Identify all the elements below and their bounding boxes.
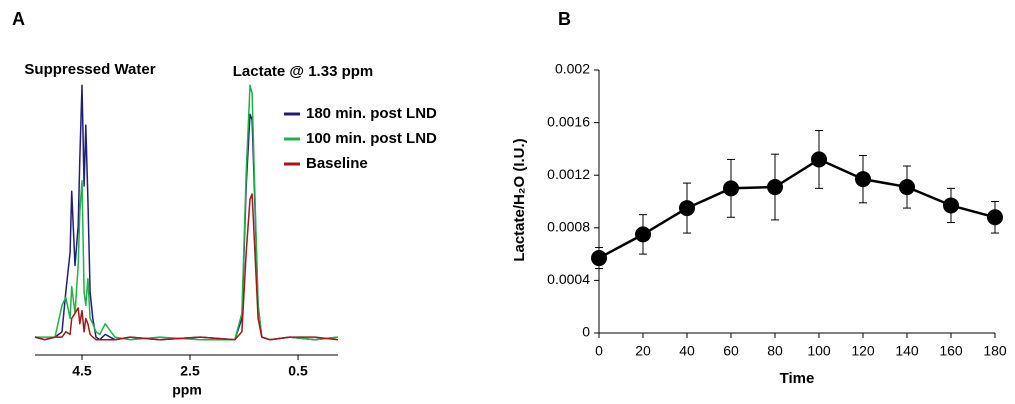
annotation: Suppressed Water — [24, 61, 155, 78]
data-point — [899, 179, 915, 196]
x-tick-label: 120 — [851, 343, 875, 359]
x-tick-label: 20 — [635, 343, 651, 359]
y-tick-label: 0.0008 — [547, 219, 590, 235]
data-point — [679, 200, 695, 217]
y-tick-label: 0.0012 — [547, 166, 590, 182]
x-tick-label: 0 — [595, 343, 603, 359]
data-line — [34, 193, 339, 341]
legend-label: 100 min. post LND — [306, 130, 437, 147]
data-point — [987, 209, 1003, 226]
panel-label: A — [12, 9, 25, 29]
data-point — [635, 226, 651, 243]
x-tick-label: 180 — [983, 343, 1007, 359]
y-tick-label: 0.0004 — [547, 271, 590, 287]
x-axis-label: Time — [780, 370, 815, 387]
data-point — [767, 179, 783, 196]
x-axis-label: ppm — [172, 382, 202, 398]
x-tick-label: 40 — [679, 343, 695, 359]
y-tick-label: 0.0016 — [547, 113, 590, 129]
annotation: Lactate @ 1.33 ppm — [233, 63, 374, 80]
data-point — [591, 250, 607, 267]
y-tick-label: 0 — [582, 324, 590, 340]
data-line — [598, 158, 996, 260]
x-tick-label: 80 — [767, 343, 783, 359]
y-tick-label: 0.002 — [555, 61, 590, 77]
x-tick-label: 140 — [895, 343, 919, 359]
data-line — [35, 84, 339, 341]
data-point — [943, 197, 959, 214]
x-tick-label: 2.5 — [180, 363, 200, 379]
data-point — [723, 180, 739, 197]
data-point — [811, 151, 827, 168]
legend-label: Baseline — [306, 155, 368, 172]
legend-label: 180 min. post LND — [306, 105, 437, 122]
x-tick-label: 4.5 — [72, 363, 92, 379]
x-tick-label: 160 — [939, 343, 963, 359]
panel-label: B — [558, 9, 571, 29]
y-axis-label: Lactate/H₂O (I.U.) — [511, 138, 528, 261]
x-tick-label: 60 — [723, 343, 739, 359]
data-point — [855, 171, 871, 188]
x-tick-label: 0.5 — [288, 363, 308, 379]
x-tick-label: 100 — [807, 343, 831, 359]
